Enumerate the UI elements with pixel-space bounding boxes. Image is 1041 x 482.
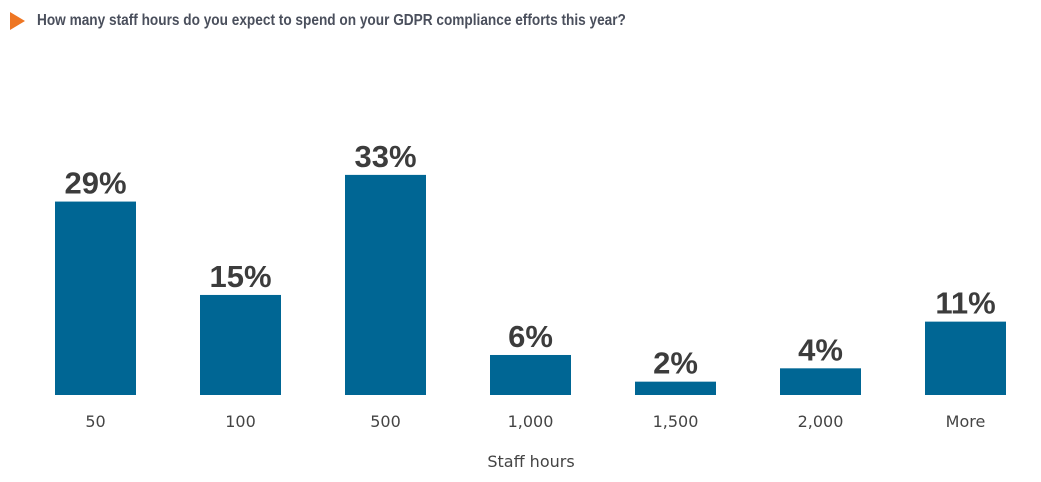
x-tick-label: 100 xyxy=(225,412,256,431)
x-axis-label: Staff hours xyxy=(487,452,574,471)
chart-title-wrap: How many staff hours do you expect to sp… xyxy=(10,12,706,30)
bar-100 xyxy=(200,294,281,395)
x-tick-label: 2,000 xyxy=(798,412,844,431)
x-tick-label: 50 xyxy=(85,412,105,431)
bar-50 xyxy=(55,201,136,395)
bar-1,500 xyxy=(635,381,716,395)
data-label: 2% xyxy=(653,346,698,381)
data-label: 33% xyxy=(354,139,416,174)
title-arrow-icon xyxy=(10,12,25,30)
bar-1,000 xyxy=(490,354,571,395)
bar-2,000 xyxy=(780,368,861,395)
data-label: 29% xyxy=(64,166,126,201)
chart-title: How many staff hours do you expect to sp… xyxy=(37,12,626,29)
bar-More xyxy=(925,321,1006,395)
x-tick-label: 1,500 xyxy=(653,412,699,431)
x-tick-label: More xyxy=(946,412,986,431)
data-label: 11% xyxy=(935,286,995,321)
bar-500 xyxy=(345,174,426,395)
x-tick-label: 500 xyxy=(370,412,401,431)
data-label: 4% xyxy=(798,332,843,367)
data-label: 6% xyxy=(508,319,553,354)
x-tick-label: 1,000 xyxy=(508,412,554,431)
data-label: 15% xyxy=(209,259,271,294)
